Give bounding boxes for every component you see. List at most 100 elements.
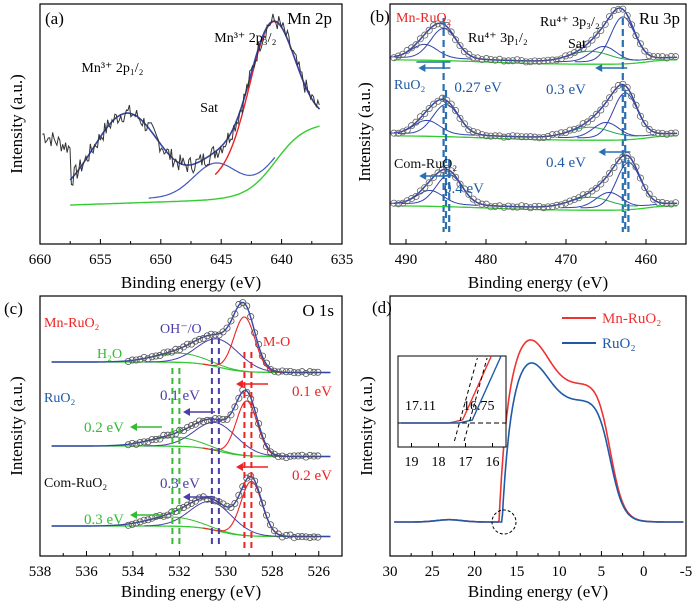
panel-c-data-point-2: [235, 491, 243, 499]
panel-c-data-point-1: [251, 406, 259, 414]
panel-b-data-point-1: [575, 124, 583, 132]
panel-b-data-point-2: [447, 167, 455, 175]
panel-a-curves: [42, 13, 321, 206]
panel-d-legend: Mn-RuO₂ RuO₂: [562, 311, 661, 352]
panel-b-data-point-1: [641, 120, 649, 128]
x-tick-label: 660: [29, 252, 52, 268]
panel-b-data-point-1: [566, 126, 574, 134]
panel-c-data-point-2: [180, 503, 188, 511]
panel-b-data-point-2: [425, 179, 433, 187]
panel-b-curves: [390, 5, 680, 232]
panel-a-xaxis: 660 655 650 645 640 635: [29, 239, 353, 268]
panel-b-data-point-0: [416, 35, 424, 43]
panel-c-data-point-2: [128, 520, 136, 528]
panel-c-data-point-2: [231, 499, 239, 507]
panel-c-data-point-1: [290, 452, 298, 460]
panel-c-envelope-0: [51, 301, 331, 374]
panel-b-data-point-0: [584, 40, 592, 48]
panel-b-shift-arrowhead-0: [418, 64, 426, 72]
panel-b-data-point-0: [465, 50, 473, 58]
panel-c-data-point-1: [195, 417, 203, 425]
panel-b-data-point-0: [509, 57, 517, 65]
panel-c-data-point-1: [282, 454, 290, 462]
panel-c-shift-arrowhead-1: [183, 408, 190, 416]
panel-b-data-point-1: [557, 129, 565, 137]
panel-c-data-point-2: [160, 512, 168, 520]
panel-c-data-point-2: [282, 531, 290, 539]
panel-b-data-point-0: [535, 57, 543, 65]
panel-c-data-point-0: [278, 367, 286, 375]
x-tick-label: 10: [552, 564, 567, 580]
panel-b-sat-label: Sat: [568, 37, 586, 52]
panel-c-data-point-2: [266, 521, 274, 529]
panel-b-data-point-1: [487, 132, 495, 140]
panel-b-data-point-1: [535, 134, 543, 142]
panel-c-shift-arrowhead-5: [130, 511, 137, 519]
panel-c-oh-component-0: [144, 338, 284, 373]
panel-b-data-point-2: [416, 187, 424, 195]
panel-b-data-point-0: [579, 44, 587, 52]
panel-b-shift-arrowhead-3: [419, 172, 427, 180]
panel-c-data-point-2: [294, 533, 302, 541]
panel-b-data-point-0: [513, 56, 521, 64]
panel-c-data-point-1: [310, 452, 318, 460]
panel-b-data-point-1: [570, 125, 578, 133]
panel-c-data-point-1: [266, 448, 274, 456]
panel-b-data-point-0: [610, 7, 618, 15]
panel-c-data-point-1: [160, 431, 168, 439]
panel-b-data-point-0: [399, 50, 407, 58]
panel-b-data-point-2: [526, 204, 534, 212]
panel-b-data-point-0: [491, 56, 499, 64]
panel-b-data-point-2: [636, 174, 644, 182]
panel-c-data-point-1: [124, 441, 132, 449]
panel-b-data-point-2: [614, 157, 622, 165]
x-tick-label: 655: [89, 252, 112, 268]
panel-b-data-point-0: [518, 57, 526, 65]
panel-b-ylabel: Intensity (a.u.): [355, 82, 374, 182]
panel-b-data-point-0: [548, 56, 556, 64]
panel-c-data-point-0: [215, 331, 223, 339]
panel-a-annotation-2: Sat: [200, 101, 218, 116]
x-tick-label: 650: [150, 252, 173, 268]
panel-b-data-point-0: [412, 41, 420, 49]
panel-b-data-point-2: [513, 203, 521, 211]
panel-c-shift-label-3: 0.2 eV: [292, 468, 332, 484]
panel-b-data-point-0: [447, 28, 455, 36]
panel-c-shift-arrowhead-3: [236, 463, 243, 471]
panel-b-data-point-0: [430, 22, 438, 30]
panel-c-data-point-1: [298, 451, 306, 459]
panel-c-corner-label: O 1s: [302, 301, 334, 320]
panel-c-data-point-0: [294, 369, 302, 377]
panel-c-data-point-1: [286, 452, 294, 460]
panel-c-shift-label-4: 0.3 eV: [160, 476, 200, 492]
panel-a-background-line: [70, 125, 320, 206]
panel-b-data-point-1: [518, 133, 526, 141]
panel-b-data-point-2: [412, 192, 420, 200]
panel-b-data-point-1: [636, 112, 644, 120]
panel-b-data-point-1: [408, 122, 416, 130]
panel-b-data-point-0: [614, 5, 622, 13]
panel-b-xlabel: Binding energy (eV): [468, 273, 608, 292]
panel-b-shift-arrowhead-2: [598, 148, 606, 156]
panel-b-data-point-2: [522, 203, 530, 211]
panel-b-data-point-0: [469, 54, 477, 62]
panel-b-data-point-2: [628, 156, 636, 164]
panel-b-data-point-0: [434, 20, 442, 28]
x-tick-label: 480: [475, 252, 498, 268]
panel-c-data-point-1: [231, 403, 239, 411]
panel-c-data-point-2: [239, 483, 247, 491]
panel-b-data-point-2: [421, 184, 429, 192]
x-tick-label: 538: [29, 564, 52, 580]
panel-b-data-point-1: [606, 94, 614, 102]
panel-c-data-point-0: [144, 355, 152, 363]
panel-c-data-point-2: [152, 513, 160, 521]
panel-b-component-0-1: [390, 43, 473, 60]
panel-b-component-1-4: [558, 121, 655, 138]
panel-b-data-point-0: [597, 27, 605, 35]
panel-c-data-point-0: [298, 368, 306, 376]
panel-b-spectrum-label-1: RuO₂: [394, 78, 425, 93]
panel-b-data-point-0: [526, 58, 534, 66]
panel-b-data-point-2: [619, 153, 627, 161]
x-tick-label: 470: [555, 252, 578, 268]
panel-b-data-point-1: [465, 126, 473, 134]
